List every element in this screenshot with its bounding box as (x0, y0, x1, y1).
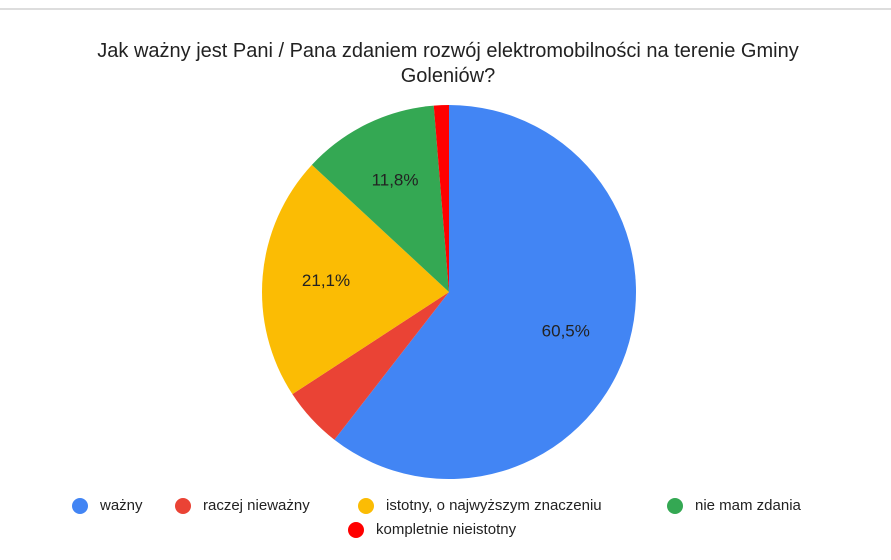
legend-swatch (667, 498, 683, 514)
data-label: 21,1% (302, 271, 350, 290)
legend-label: istotny, o najwyższym znaczeniu (386, 497, 602, 514)
pie-slice (261, 164, 449, 395)
chart-title: Jak ważny jest Pani / Pana zdaniem rozwó… (97, 40, 798, 87)
pie-slice (292, 292, 449, 440)
data-label: 60,5% (542, 321, 590, 340)
legend-label: kompletnie nieistotny (376, 521, 517, 538)
data-label: 11,8% (372, 170, 419, 189)
legend-swatch (348, 522, 364, 538)
legend-swatch (175, 498, 191, 514)
pie-slice (311, 105, 449, 292)
legend-swatch (72, 498, 88, 514)
legend-swatch (358, 498, 374, 514)
legend-label: ważny (99, 497, 143, 514)
legend-label: nie mam zdania (695, 497, 802, 514)
pie-slice (433, 105, 449, 292)
pie-slice (334, 105, 636, 479)
legend-label: raczej nieważny (203, 497, 310, 514)
